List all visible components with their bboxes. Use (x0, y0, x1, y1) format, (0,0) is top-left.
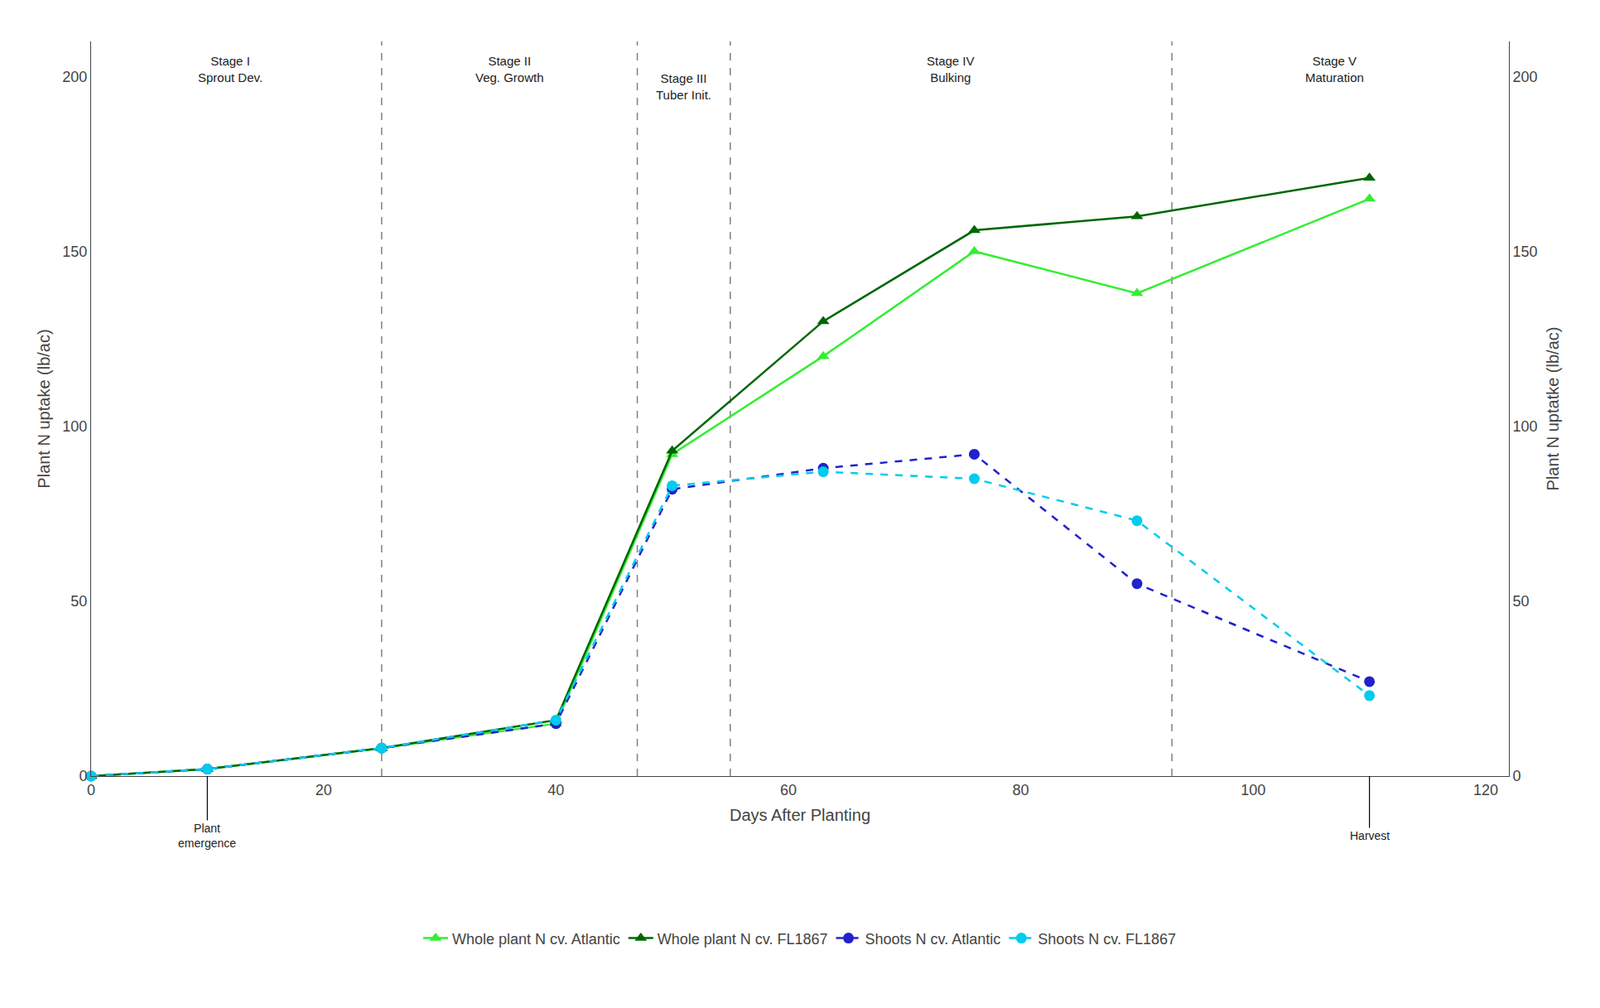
svg-text:Stage IVBulking: Stage IVBulking (926, 53, 975, 85)
svg-text:Stage IIVeg. Growth: Stage IIVeg. Growth (475, 53, 545, 85)
svg-text:150: 150 (62, 243, 87, 261)
svg-text:80: 80 (1012, 781, 1030, 799)
svg-text:100: 100 (1513, 418, 1538, 435)
svg-text:Stage IIITuber Init.: Stage IIITuber Init. (655, 71, 712, 102)
svg-text:Plant N uptake (lb/ac): Plant N uptake (lb/ac) (34, 328, 54, 488)
svg-text:Stage ISprout Dev.: Stage ISprout Dev. (197, 53, 263, 85)
svg-text:Whole plant N cv. Atlantic: Whole plant N cv. Atlantic (452, 930, 621, 948)
svg-text:Shoots N cv. Atlantic: Shoots N cv. Atlantic (865, 930, 1002, 948)
svg-text:50: 50 (1513, 592, 1530, 610)
svg-text:200: 200 (62, 68, 87, 86)
svg-text:100: 100 (1240, 781, 1266, 799)
svg-text:Days After Planting: Days After Planting (729, 805, 871, 825)
svg-text:0: 0 (78, 767, 87, 785)
svg-text:Harvest: Harvest (1349, 828, 1390, 843)
svg-text:60: 60 (780, 781, 797, 799)
svg-text:40: 40 (547, 781, 564, 799)
svg-text:50: 50 (70, 592, 87, 610)
svg-text:120: 120 (1473, 781, 1499, 799)
svg-text:0: 0 (1513, 767, 1522, 785)
svg-text:20: 20 (315, 781, 333, 799)
svg-text:150: 150 (1513, 243, 1538, 261)
svg-text:200: 200 (1513, 68, 1538, 86)
svg-text:Plantemergence: Plantemergence (178, 821, 237, 850)
svg-text:100: 100 (62, 418, 87, 435)
svg-text:0: 0 (86, 781, 96, 799)
svg-text:Whole plant N cv. FL1867: Whole plant N cv. FL1867 (657, 930, 829, 948)
svg-text:Plant N uptatke (lb/ac): Plant N uptatke (lb/ac) (1543, 327, 1562, 492)
svg-text:Stage VMaturation: Stage VMaturation (1305, 53, 1364, 85)
svg-text:Shoots N cv. FL1867: Shoots N cv. FL1867 (1037, 930, 1176, 948)
